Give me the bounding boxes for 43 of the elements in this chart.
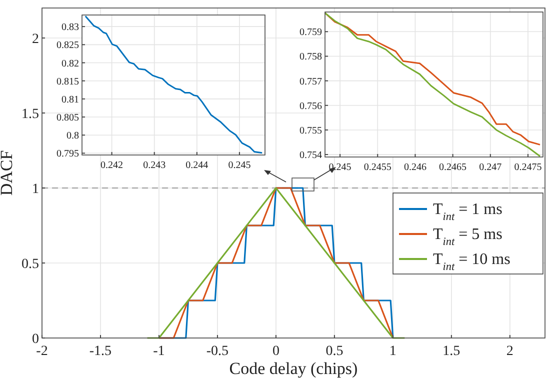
x-tick-label: 0.2465 <box>439 162 467 173</box>
line-series <box>84 15 263 154</box>
x-tick-label: 0.2475 <box>514 162 542 173</box>
y-tick-label: 0.758 <box>300 52 322 63</box>
x-tick-label: -2 <box>36 344 48 359</box>
x-tick-label: 0.2455 <box>364 162 392 173</box>
x-tick-label: 0.244 <box>186 160 208 171</box>
x-tick-label: 0.247 <box>479 162 502 173</box>
y-tick-label: 0.805 <box>56 112 79 124</box>
y-tick-label: 0.5 <box>22 256 39 272</box>
x-tick-label: 0 <box>272 344 280 359</box>
y-tick-label: 1.5 <box>22 106 39 122</box>
y-tick-label: 0.757 <box>300 76 322 88</box>
y-tick-label: 2 <box>32 32 39 47</box>
x-tick-label: 1 <box>389 344 396 359</box>
y-tick-label: 0.82 <box>62 58 79 70</box>
x-tick-label: -0.5 <box>206 344 229 359</box>
y-tick-label: 0.756 <box>300 100 322 112</box>
x-tick-label: 1.5 <box>442 344 460 359</box>
y-tick-label: 0.754 <box>300 150 322 162</box>
x-tick-label: 0.245 <box>228 160 251 171</box>
legend-label: T$_{int}$ = 5 ms <box>433 226 502 248</box>
y-tick-label: 0.83 <box>62 22 79 34</box>
y-tick-label: 1 <box>32 182 39 197</box>
x-tick-label: 0.242 <box>100 160 124 171</box>
y-tick-label: 0.81 <box>62 94 79 106</box>
y-tick-label: 0.759 <box>300 27 322 38</box>
x-tick-label: -1.5 <box>89 344 112 359</box>
x-axis-title: Code delay (chips) <box>229 359 358 378</box>
y-axis-title: DACF <box>0 150 16 196</box>
y-tick-label: 0.8 <box>66 130 79 142</box>
x-tick-label: -1 <box>153 344 165 359</box>
y-tick-label: 0.825 <box>56 40 79 52</box>
legend-label: T$_{int}$ = 1 ms <box>433 201 502 223</box>
x-tick-label: 2 <box>506 344 514 359</box>
x-tick-label: 0.243 <box>143 160 166 171</box>
y-tick-label: 0.795 <box>56 148 79 160</box>
y-tick-label: 0.755 <box>300 125 322 136</box>
legend-label: T$_{int}$ = 10 ms <box>433 251 510 273</box>
y-tick-label: 0.815 <box>56 76 79 88</box>
y-tick-label: 0 <box>32 332 39 347</box>
x-tick-label: 0.5 <box>326 344 344 359</box>
x-tick-label: 0.246 <box>404 162 426 173</box>
